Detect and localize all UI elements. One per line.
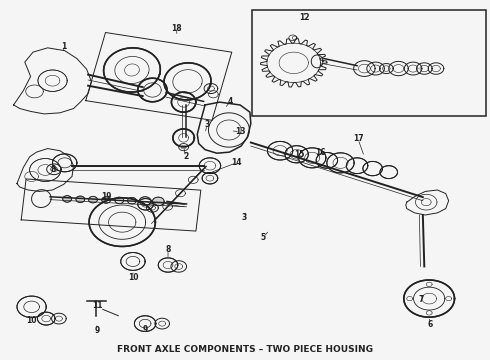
Text: 1: 1 [61,41,66,50]
Text: 3: 3 [204,120,210,129]
Polygon shape [346,158,368,174]
Text: 10: 10 [26,315,37,324]
Polygon shape [17,149,74,192]
Polygon shape [285,146,308,163]
Text: 8: 8 [50,166,56,175]
Text: 12: 12 [299,13,310,22]
Polygon shape [37,312,55,325]
Text: 16: 16 [315,148,325,157]
Text: 15: 15 [294,150,305,159]
Text: 11: 11 [93,301,103,310]
Polygon shape [406,190,449,215]
Text: 17: 17 [353,134,364,143]
Text: 13: 13 [235,127,245,136]
Polygon shape [298,148,326,168]
Polygon shape [38,70,67,91]
Polygon shape [76,196,85,203]
Text: 18: 18 [172,24,182,33]
Text: 4: 4 [228,97,233,106]
Polygon shape [134,316,156,332]
Polygon shape [138,199,153,210]
Polygon shape [121,252,145,270]
Text: 8: 8 [165,245,171,254]
Text: 3: 3 [242,213,246,222]
Polygon shape [173,129,195,147]
Polygon shape [268,141,293,160]
Polygon shape [127,198,136,204]
Polygon shape [89,197,98,203]
Text: 2: 2 [183,152,188,161]
Polygon shape [30,158,61,181]
Polygon shape [164,63,211,100]
Text: FRONT AXLE COMPONENTS – TWO PIECE HOUSING: FRONT AXLE COMPONENTS – TWO PIECE HOUSIN… [117,345,373,354]
Polygon shape [380,166,397,179]
Polygon shape [327,153,354,173]
Text: 14: 14 [231,158,242,167]
Polygon shape [17,296,46,318]
Polygon shape [14,48,92,114]
Polygon shape [316,153,338,168]
Text: 10: 10 [128,273,138,282]
Polygon shape [115,197,123,203]
Text: 7: 7 [418,295,424,304]
Polygon shape [152,197,164,206]
Polygon shape [202,172,218,184]
Polygon shape [89,198,155,247]
Text: 9: 9 [94,326,99,335]
Polygon shape [404,280,455,317]
Polygon shape [52,154,77,172]
Polygon shape [63,196,72,202]
Polygon shape [138,78,167,102]
Polygon shape [103,48,160,92]
Polygon shape [197,102,251,153]
Text: 19: 19 [101,192,111,201]
Polygon shape [199,158,220,174]
Polygon shape [102,197,111,203]
Polygon shape [139,197,151,205]
Bar [252,10,486,116]
Polygon shape [158,258,178,272]
Polygon shape [363,161,382,176]
Polygon shape [172,92,196,112]
Text: 5: 5 [261,233,266,242]
Text: 6: 6 [427,320,433,329]
Text: 9: 9 [143,325,148,334]
